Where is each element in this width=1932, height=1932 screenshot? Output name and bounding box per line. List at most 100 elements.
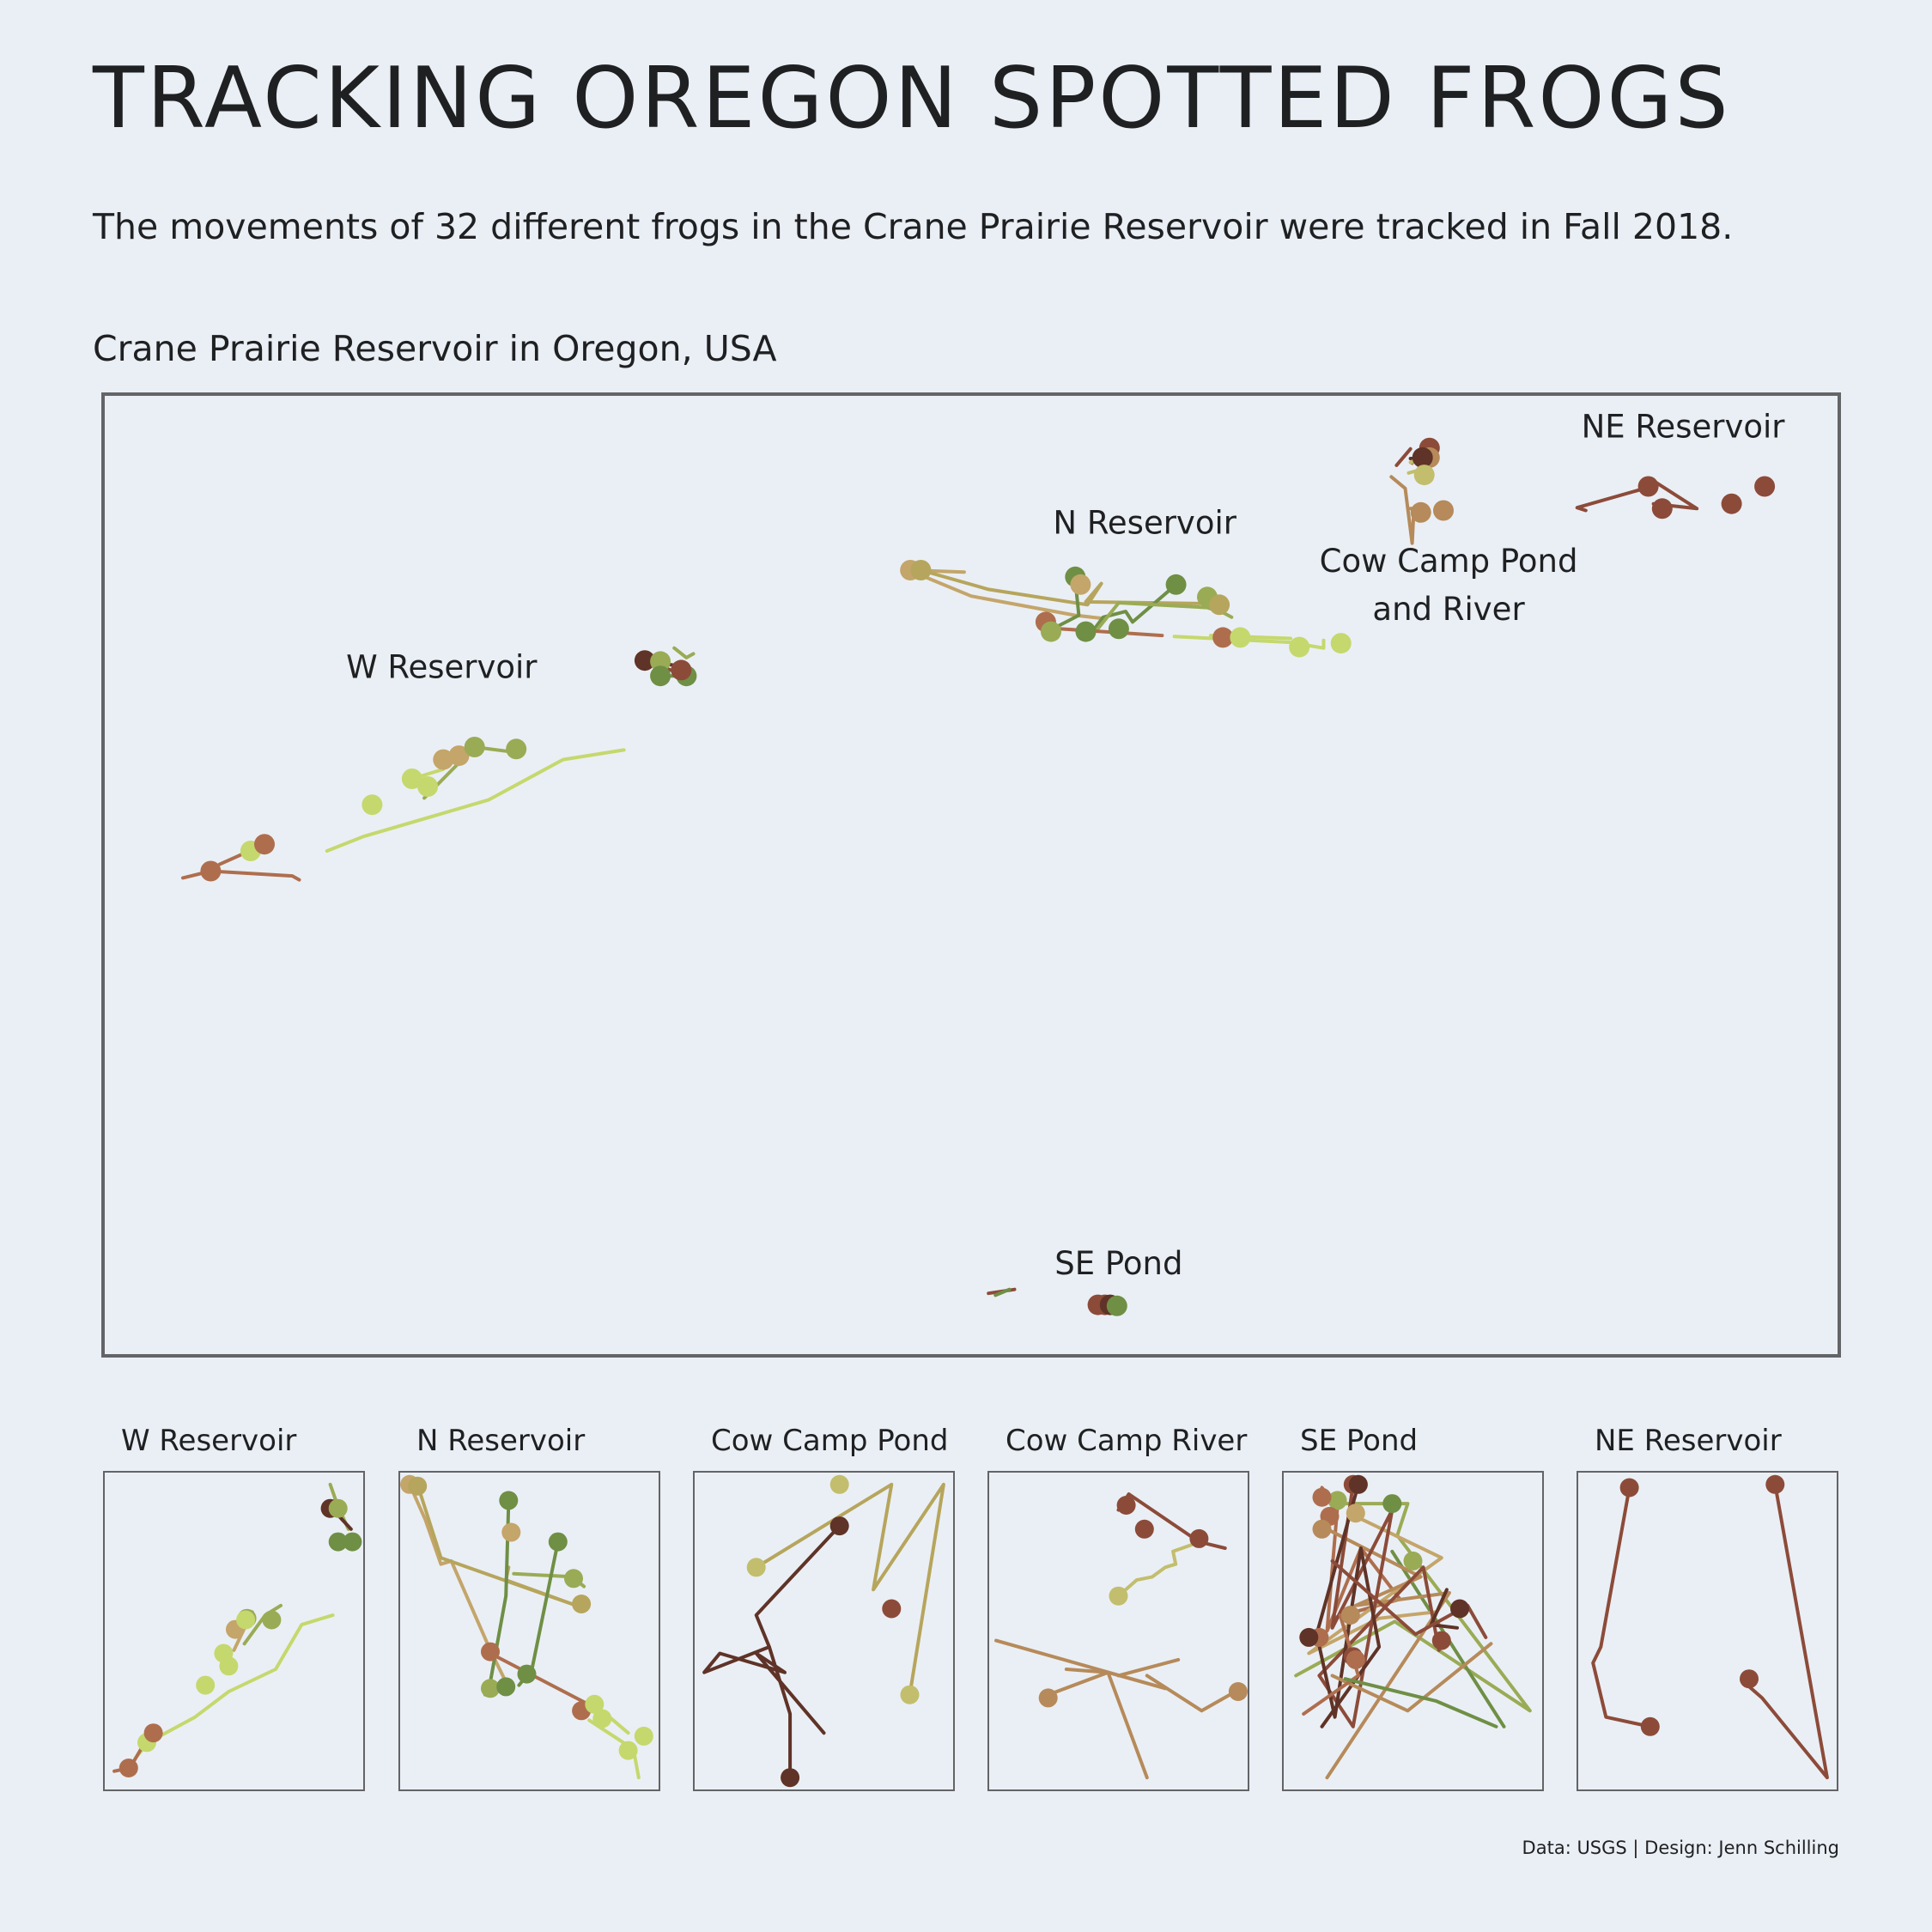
frog-location-point [517, 1664, 537, 1684]
frog-track [325, 748, 626, 853]
frog-location-point [1637, 476, 1659, 497]
frog-location-point [1109, 1586, 1128, 1606]
frog-location-point [1070, 574, 1091, 595]
frog-location-point [585, 1694, 605, 1714]
frog-location-point [1740, 1669, 1759, 1689]
frog-location-point [328, 1532, 348, 1552]
frog-track [1302, 1613, 1360, 1716]
frog-location-point [1754, 476, 1776, 497]
chart-panel-cow-camp-pond: Cow Camp Pond [693, 1424, 955, 1791]
frog-track [672, 646, 696, 659]
frog-location-point [1651, 498, 1673, 519]
frog-location-point [1228, 1682, 1248, 1701]
source-caption: Data: USGS | Design: Jenn Schilling [1522, 1838, 1839, 1858]
frog-track [1092, 582, 1178, 631]
frog-location-point [1116, 1496, 1136, 1515]
frog-location-point [781, 1768, 800, 1788]
frog-location-point [1346, 1649, 1365, 1669]
frog-location-point [343, 1532, 362, 1552]
frog-location-point [1410, 501, 1431, 523]
frog-location-point [481, 1642, 500, 1662]
frog-location-point [1212, 627, 1234, 648]
frog-location-point [1348, 1474, 1368, 1494]
frog-track [702, 1524, 841, 1735]
region-label: N Reservoir [1053, 504, 1236, 541]
frog-track [1043, 626, 1164, 638]
frog-location-point [433, 749, 454, 770]
chart-panel-cow-camp-river: Cow Camp River [987, 1424, 1249, 1791]
frog-location-point [572, 1595, 592, 1613]
frog-location-point [882, 1599, 902, 1619]
frog-location-point [448, 745, 470, 767]
frog-track [1325, 1527, 1451, 1780]
frog-location-point [829, 1474, 849, 1494]
frog-location-point [1041, 621, 1061, 642]
frog-track [1649, 477, 1699, 511]
frog-track [1145, 1674, 1237, 1713]
plot-area [1294, 1474, 1532, 1780]
frog-location-point [499, 1491, 519, 1510]
plot-area [1591, 1474, 1829, 1780]
frog-location-point [143, 1723, 163, 1743]
frog-location-point [1619, 1478, 1639, 1498]
frog-track [1394, 447, 1413, 467]
frog-location-point [506, 738, 527, 760]
frog-location-point [564, 1569, 583, 1589]
frog-location-point [1412, 447, 1433, 468]
frog-location-point [1038, 1688, 1058, 1708]
panel-title: NE Reservoir [1595, 1424, 1782, 1458]
frog-track [1343, 1677, 1498, 1728]
frog-track [919, 568, 1225, 607]
plot-area [994, 1492, 1248, 1780]
chart-frame [1577, 1471, 1838, 1791]
frog-location-point [1209, 594, 1230, 616]
frog-location-point [618, 1741, 638, 1760]
frog-track [1389, 475, 1416, 545]
frog-location-point [1312, 1519, 1332, 1539]
frog-location-point [1134, 1519, 1154, 1539]
frog-location-point [1450, 1599, 1469, 1619]
frog-location-point [118, 1759, 138, 1777]
frog-track [767, 1645, 793, 1780]
panel-title: Cow Camp Pond [711, 1424, 948, 1458]
chart-frame [987, 1471, 1249, 1791]
frog-location-point [481, 1679, 500, 1698]
region-label: and River [1372, 591, 1525, 628]
frog-location-point [1721, 493, 1742, 514]
frog-location-point [196, 1675, 216, 1695]
frog-location-point [254, 834, 275, 855]
frog-location-point [501, 1522, 521, 1542]
chart-frame [103, 1471, 365, 1791]
frog-location-point [1327, 1491, 1347, 1510]
chart-panel-ne-reservoir: NE Reservoir [1577, 1424, 1838, 1791]
frog-location-point [1640, 1716, 1660, 1736]
frog-track [489, 1651, 597, 1710]
panel-title: SE Pond [1300, 1424, 1418, 1458]
frog-track [1116, 1540, 1199, 1598]
frog-location-point [1299, 1627, 1319, 1647]
frog-track [1591, 1485, 1652, 1728]
panel-title: W Reservoir [121, 1424, 296, 1458]
frog-location-point [1431, 1631, 1451, 1650]
frog-location-point [650, 665, 671, 687]
frog-track [754, 1482, 945, 1697]
frog-location-point [592, 1709, 612, 1728]
region-label: NE Reservoir [1582, 408, 1786, 445]
frog-location-point [236, 1610, 256, 1630]
frog-location-point [1230, 627, 1251, 648]
frog-track [1315, 1482, 1382, 1728]
frog-location-point [1403, 1551, 1423, 1571]
frog-location-point [1413, 465, 1435, 486]
panel-title: N Reservoir [416, 1424, 585, 1458]
frog-location-point [900, 1685, 920, 1704]
frog-location-point [548, 1532, 568, 1552]
frog-track [1307, 1514, 1443, 1656]
frog-location-point [262, 1610, 282, 1630]
frog-track [1330, 1558, 1488, 1639]
frog-location-point [671, 659, 692, 681]
plot-area [400, 1474, 653, 1780]
frog-location-point [634, 1726, 653, 1746]
frog-track [1741, 1482, 1829, 1780]
chart-overview-map: W Reservoir N Reservoir Cow Camp Pond and R… [101, 392, 1841, 1358]
